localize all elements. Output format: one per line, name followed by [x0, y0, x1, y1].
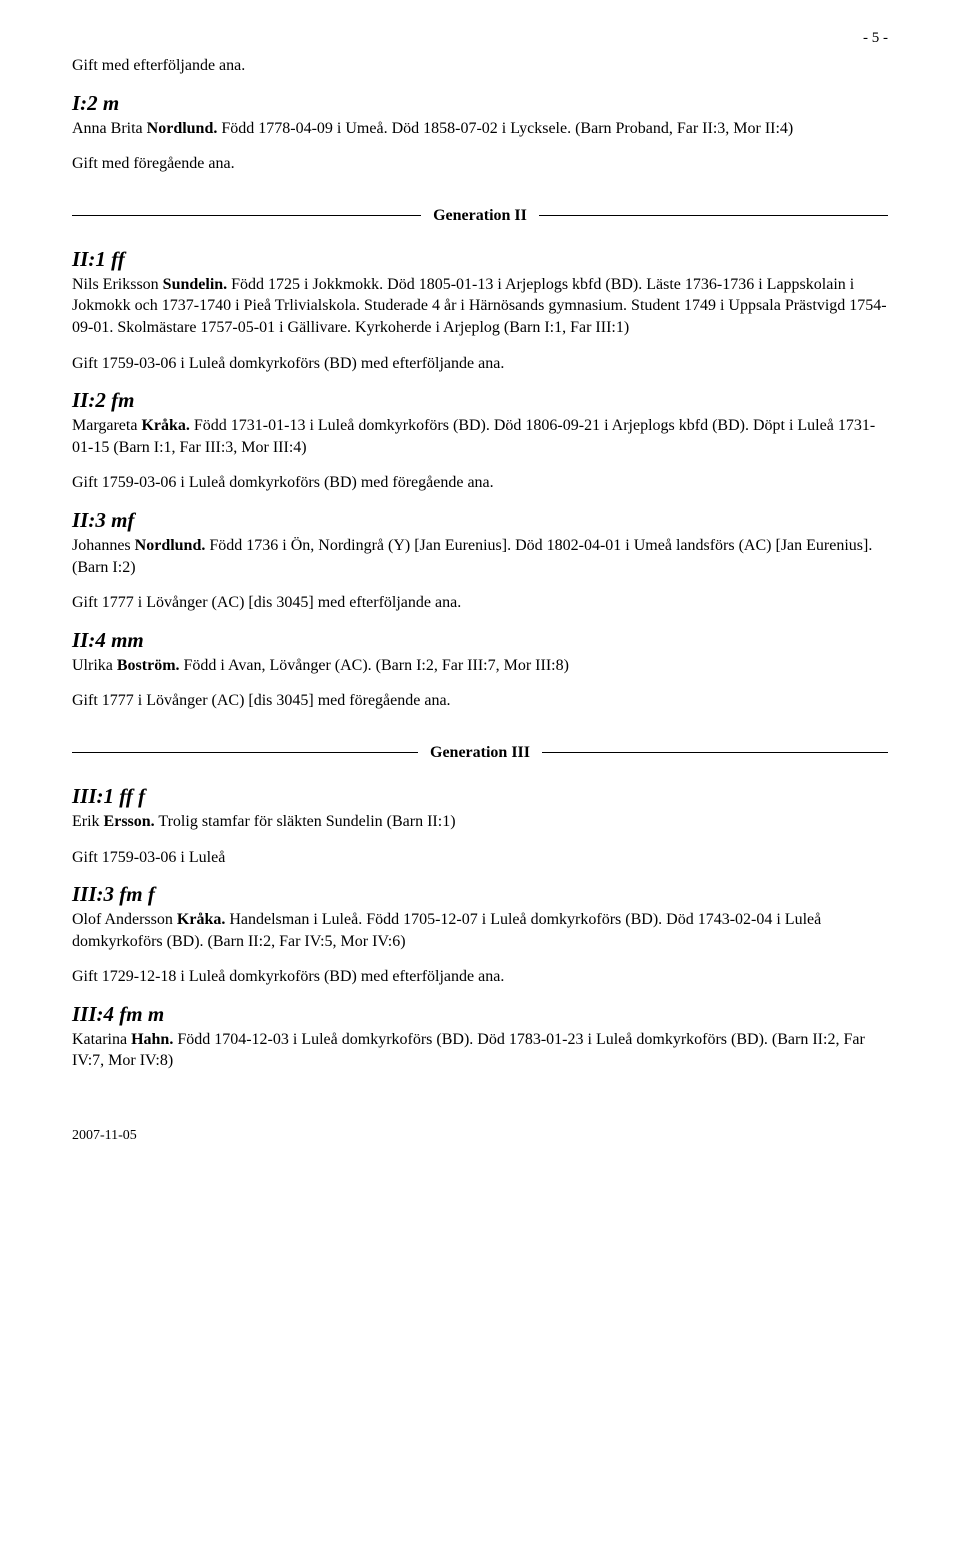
- name-prefix: Margareta: [72, 417, 141, 434]
- intro-line: Gift med efterföljande ana.: [72, 55, 888, 77]
- surname: Kråka.: [141, 417, 189, 434]
- person-desc: Anna Brita Nordlund. Född 1778-04-09 i U…: [72, 118, 888, 140]
- person-desc: Ulrika Boström. Född i Avan, Lövånger (A…: [72, 655, 888, 677]
- person-id: II:1 ff: [72, 247, 888, 272]
- generation-ii-divider: Generation II: [72, 207, 888, 225]
- rest: Trolig stamfar för släkten Sundelin (Bar…: [155, 813, 456, 830]
- page-number: - 5 -: [72, 30, 888, 47]
- person-desc: Erik Ersson. Trolig stamfar för släkten …: [72, 811, 888, 833]
- divider-line-right: [539, 215, 888, 216]
- surname: Ersson.: [104, 813, 155, 830]
- person-ii2fm: II:2 fm Margareta Kråka. Född 1731-01-13…: [72, 388, 888, 494]
- name-prefix: Erik: [72, 813, 104, 830]
- generation-iii-divider: Generation III: [72, 744, 888, 762]
- person-id: III:1 ff f: [72, 784, 888, 809]
- rest: Född 1704-12-03 i Luleå domkyrkoförs (BD…: [72, 1031, 865, 1070]
- person-desc: Nils Eriksson Sundelin. Född 1725 i Jokk…: [72, 274, 888, 339]
- rest: Född 1731-01-13 i Luleå domkyrkoförs (BD…: [72, 417, 875, 456]
- gift-line: Gift 1777 i Lövånger (AC) [dis 3045] med…: [72, 690, 888, 712]
- footer-date: 2007-11-05: [72, 1128, 888, 1144]
- person-iii3fmf: III:3 fm f Olof Andersson Kråka. Handels…: [72, 882, 888, 988]
- surname: Nordlund.: [135, 537, 206, 554]
- gift-line: Gift 1777 i Lövånger (AC) [dis 3045] med…: [72, 592, 888, 614]
- name-prefix: Ulrika: [72, 657, 117, 674]
- person-desc: Katarina Hahn. Född 1704-12-03 i Luleå d…: [72, 1029, 888, 1072]
- person-ii4mm: II:4 mm Ulrika Boström. Född i Avan, Löv…: [72, 628, 888, 712]
- gift-line: Gift med föregående ana.: [72, 153, 888, 175]
- person-i2m: I:2 m Anna Brita Nordlund. Född 1778-04-…: [72, 91, 888, 175]
- name-prefix: Johannes: [72, 537, 135, 554]
- person-id: II:2 fm: [72, 388, 888, 413]
- person-id: II:4 mm: [72, 628, 888, 653]
- person-ii3mf: II:3 mf Johannes Nordlund. Född 1736 i Ö…: [72, 508, 888, 614]
- person-desc: Johannes Nordlund. Född 1736 i Ön, Nordi…: [72, 535, 888, 578]
- person-id: II:3 mf: [72, 508, 888, 533]
- divider-line-left: [72, 215, 421, 216]
- gift-line: Gift 1759-03-06 i Luleå domkyrkoförs (BD…: [72, 472, 888, 494]
- person-iii4fmm: III:4 fm m Katarina Hahn. Född 1704-12-0…: [72, 1002, 888, 1072]
- person-desc: Margareta Kråka. Född 1731-01-13 i Luleå…: [72, 415, 888, 458]
- divider-line-right: [542, 752, 888, 753]
- rest: Född 1778-04-09 i Umeå. Död 1858-07-02 i…: [217, 120, 793, 137]
- person-id: III:3 fm f: [72, 882, 888, 907]
- person-id: I:2 m: [72, 91, 888, 116]
- name-prefix: Olof Andersson: [72, 911, 177, 928]
- surname: Kråka.: [177, 911, 225, 928]
- gift-line: Gift 1729-12-18 i Luleå domkyrkoförs (BD…: [72, 966, 888, 988]
- document-page: - 5 - Gift med efterföljande ana. I:2 m …: [0, 0, 960, 1172]
- generation-label: Generation III: [418, 744, 542, 762]
- person-ii1ff: II:1 ff Nils Eriksson Sundelin. Född 172…: [72, 247, 888, 374]
- name-prefix: Katarina: [72, 1031, 131, 1048]
- divider-line-left: [72, 752, 418, 753]
- rest: Född i Avan, Lövånger (AC). (Barn I:2, F…: [180, 657, 569, 674]
- person-id: III:4 fm m: [72, 1002, 888, 1027]
- surname: Nordlund.: [147, 120, 218, 137]
- generation-label: Generation II: [421, 207, 539, 225]
- person-desc: Olof Andersson Kråka. Handelsman i Luleå…: [72, 909, 888, 952]
- surname: Hahn.: [131, 1031, 173, 1048]
- gift-line: Gift 1759-03-06 i Luleå domkyrkoförs (BD…: [72, 353, 888, 375]
- surname: Sundelin.: [163, 276, 227, 293]
- surname: Boström.: [117, 657, 180, 674]
- gift-line: Gift 1759-03-06 i Luleå: [72, 847, 888, 869]
- name-prefix: Anna Brita: [72, 120, 147, 137]
- person-iii1fff: III:1 ff f Erik Ersson. Trolig stamfar f…: [72, 784, 888, 868]
- name-prefix: Nils Eriksson: [72, 276, 163, 293]
